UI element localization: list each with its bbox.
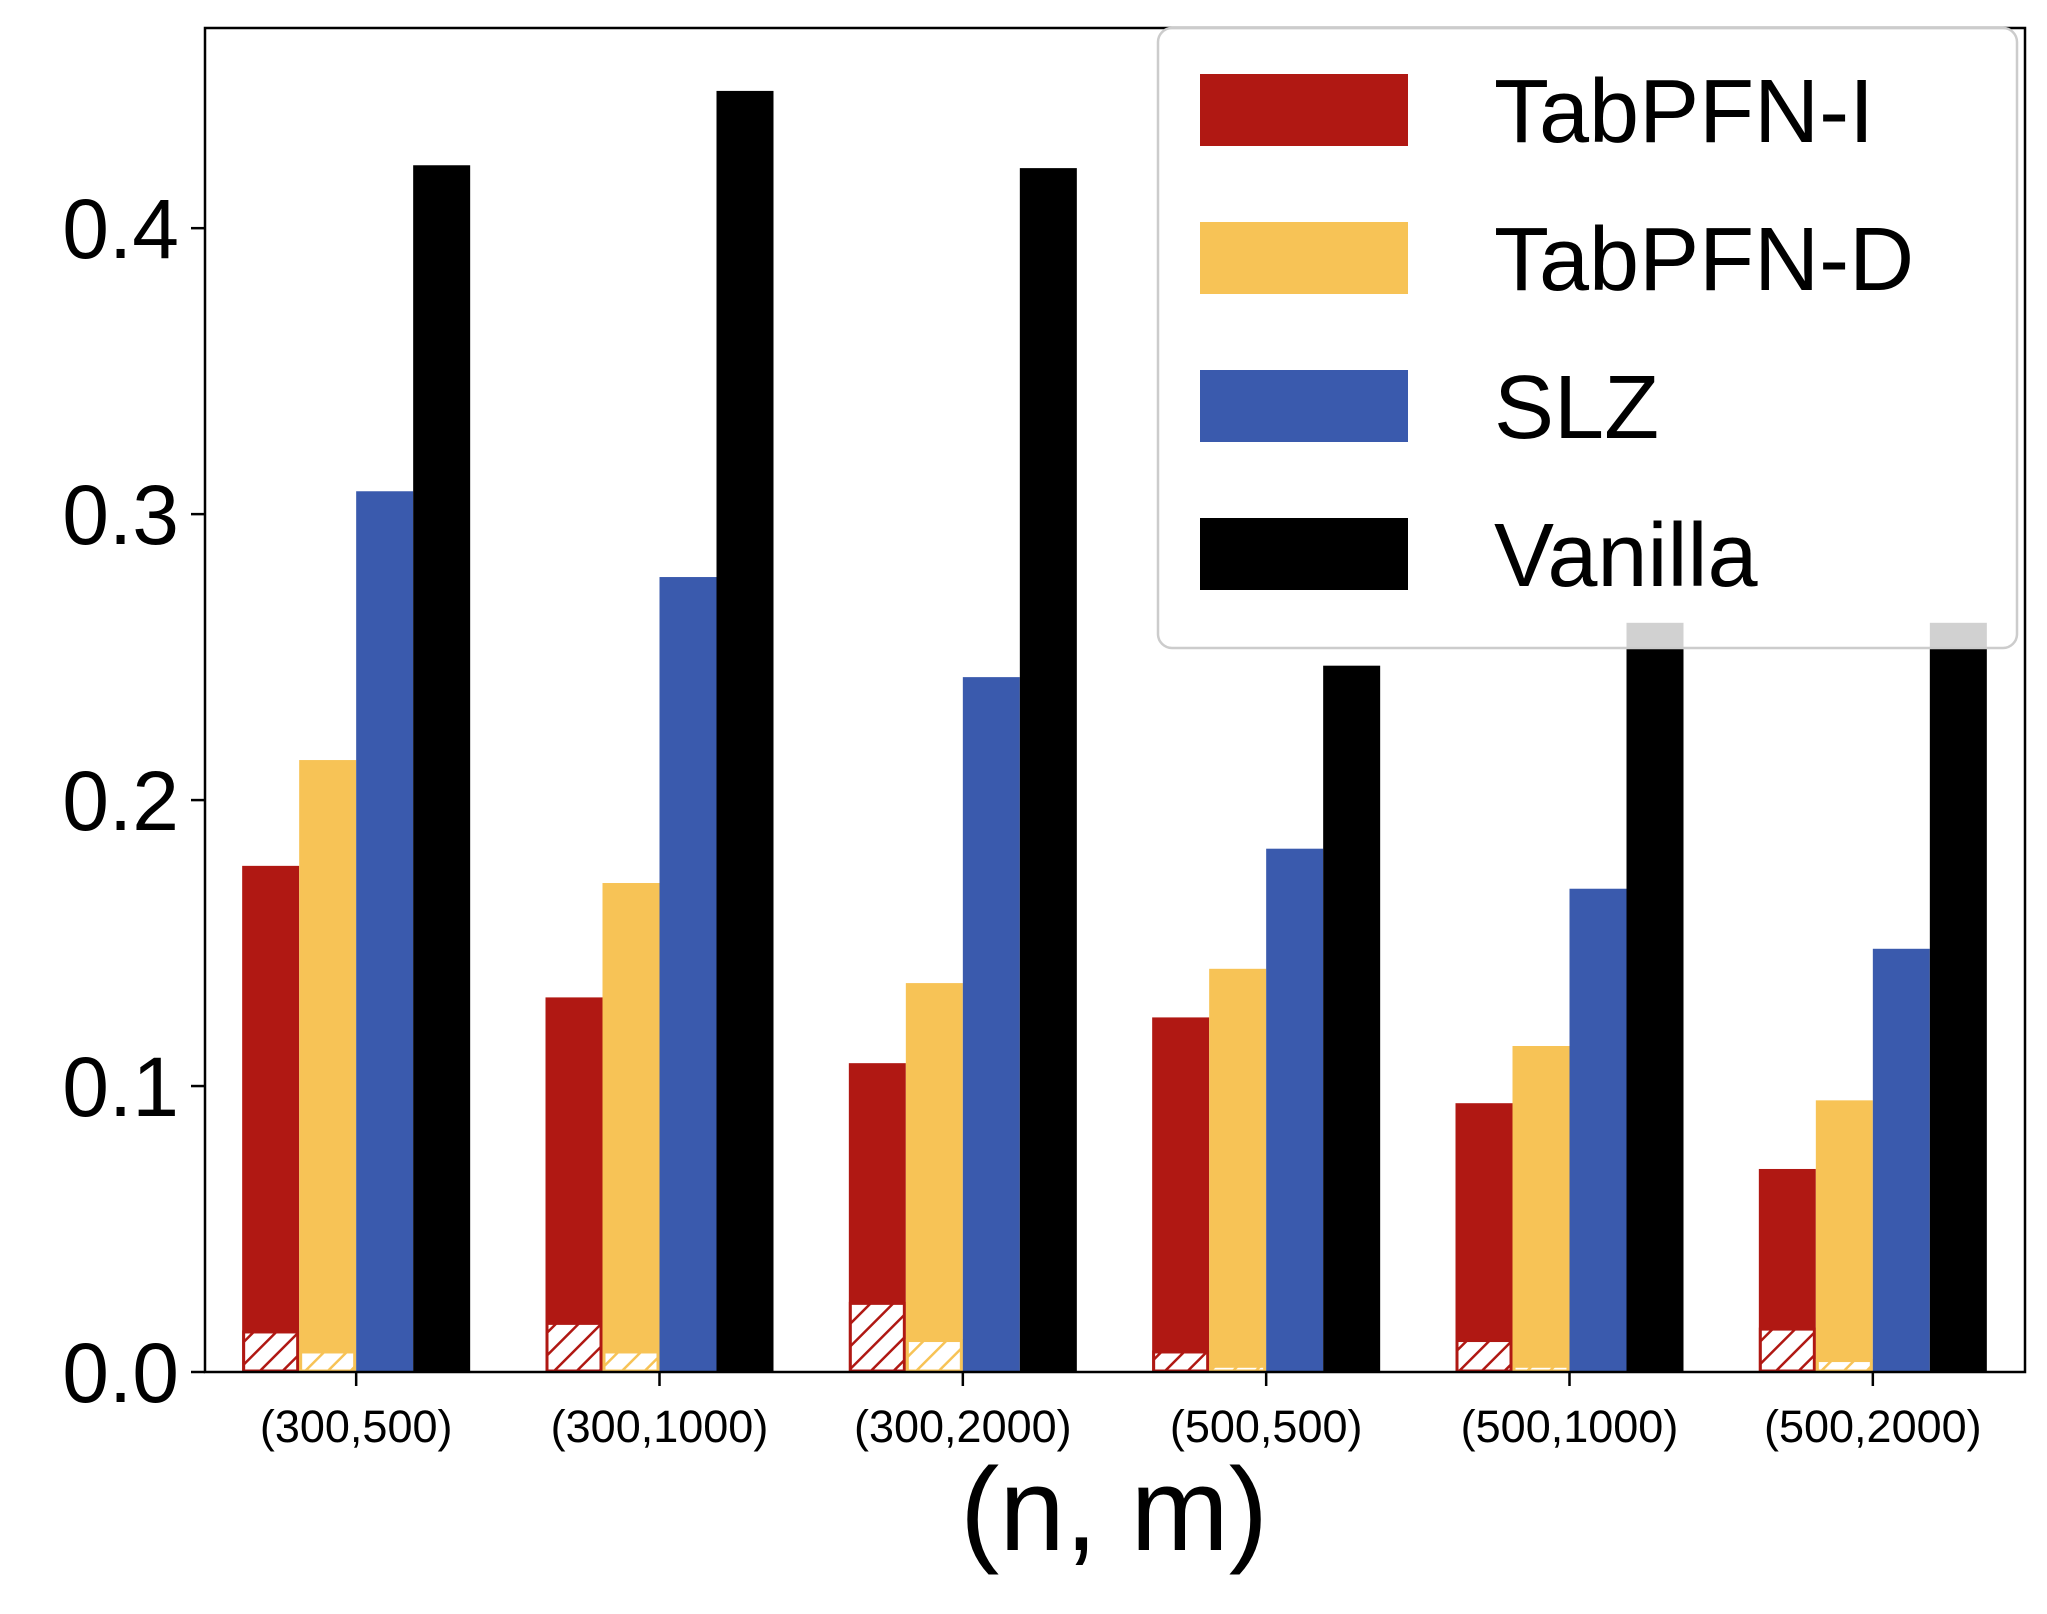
bar-slz-300-1000 (659, 577, 717, 1372)
plot-frame (203, 26, 2027, 1374)
x-tick-label: (500,1000) (1461, 1401, 1679, 1452)
hatched-bar-tabpfn-i-300-1000 (545, 1321, 603, 1373)
bar-vanilla-300-1000 (716, 90, 774, 1372)
y-tick-label: 0.3 (62, 468, 179, 562)
bar-slz-500-1000 (1569, 888, 1627, 1372)
bar-tabpfn-d-500-500 (1209, 968, 1267, 1372)
legend-label-slz: SLZ (1494, 358, 1659, 458)
bar-tabpfn-i-300-500 (242, 865, 300, 1372)
bar-slz-500-2000 (1872, 948, 1930, 1372)
bar-vanilla-300-2000 (1019, 168, 1077, 1373)
bar-slz-300-2000 (962, 677, 1020, 1372)
x-tick-label: (300,2000) (854, 1401, 1072, 1452)
x-tick-label: (300,500) (260, 1401, 453, 1452)
bar-vanilla-300-500 (413, 165, 471, 1373)
legend-box (1156, 26, 2019, 650)
hatched-bar-tabpfn-i-500-500 (1152, 1350, 1210, 1373)
hatched-bar-tabpfn-d-300-500 (299, 1350, 357, 1373)
legend: TabPFN-I TabPFN-D SLZ Vanilla (1156, 26, 2019, 650)
bar-vanilla-500-2000 (1929, 622, 1987, 1372)
legend-swatch-slz (1200, 370, 1408, 442)
hatched-bar-tabpfn-d-300-1000 (602, 1350, 660, 1373)
legend-label-tabpfn-i: TabPFN-I (1494, 62, 1874, 162)
y-tick-label: 0.4 (62, 182, 179, 276)
legend-swatch-tabpfn-d (1200, 222, 1408, 294)
hatched-bar-tabpfn-d-500-500 (1209, 1364, 1267, 1373)
legend-swatch-vanilla (1200, 518, 1408, 590)
y-tick-label: 0.0 (62, 1326, 179, 1420)
y-tick-label: 0.2 (62, 754, 179, 848)
bar-slz-300-500 (356, 491, 414, 1372)
x-tick-label: (500,2000) (1764, 1401, 1982, 1452)
hatched-bar-tabpfn-i-500-1000 (1455, 1339, 1513, 1373)
x-tick-label: (300,1000) (551, 1401, 769, 1452)
hatched-bar-tabpfn-d-500-1000 (1512, 1364, 1570, 1373)
ticks-group: 0.0 0.1 0.2 0.3 0.4 (300,500) (300,1000) (300,2… (62, 182, 1981, 1452)
hatched-bar-tabpfn-d-500-2000 (1815, 1359, 1873, 1373)
bar-tabpfn-i-500-500 (1152, 1017, 1210, 1372)
x-axis-label: (n, m) (960, 1444, 1268, 1576)
bar-tabpfn-i-300-1000 (545, 997, 603, 1372)
bar-tabpfn-d-500-1000 (1512, 1046, 1570, 1372)
axes-group (203, 26, 2027, 1374)
hatched-bar-tabpfn-i-300-2000 (848, 1301, 906, 1373)
hatched-bar-tabpfn-d-300-2000 (905, 1339, 963, 1373)
y-tick-label: 0.1 (62, 1040, 179, 1134)
legend-swatch-tabpfn-i (1200, 74, 1408, 146)
hatched-bar-tabpfn-i-500-2000 (1758, 1327, 1816, 1373)
bar-tabpfn-d-300-500 (299, 760, 357, 1372)
legend-label-tabpfn-d: TabPFN-D (1494, 210, 1914, 310)
bar-vanilla-500-1000 (1626, 622, 1684, 1372)
hatched-bar-tabpfn-i-300-500 (242, 1330, 300, 1373)
x-tick-label: (500,500) (1170, 1401, 1363, 1452)
bar-tabpfn-d-300-2000 (905, 983, 963, 1372)
legend-label-vanilla: Vanilla (1494, 506, 1758, 606)
bar-tabpfn-i-500-1000 (1455, 1103, 1513, 1372)
bars-group (242, 90, 1987, 1373)
bar-tabpfn-d-300-1000 (602, 883, 660, 1372)
bar-slz-500-500 (1266, 848, 1324, 1372)
bar-tabpfn-d-500-2000 (1815, 1100, 1873, 1372)
bar-vanilla-500-500 (1323, 665, 1381, 1372)
